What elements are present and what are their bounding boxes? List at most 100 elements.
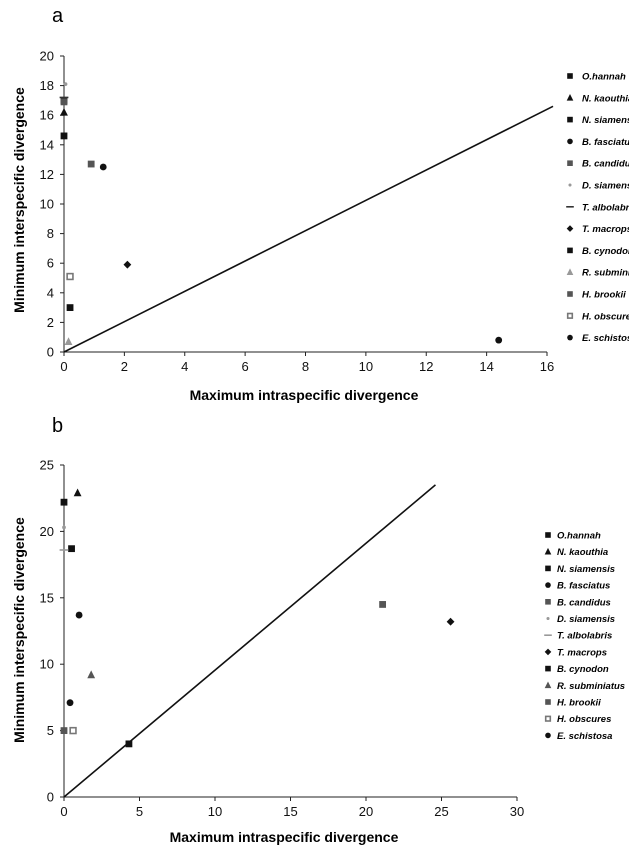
- y-tick-label: 15: [40, 590, 54, 605]
- y-tick-label: 2: [47, 315, 54, 330]
- legend-marker: [566, 206, 574, 208]
- legend-marker: [544, 648, 552, 656]
- y-tick-label: 12: [40, 167, 54, 182]
- legend-marker: [546, 616, 550, 621]
- legend-label: N. kaouthia: [582, 93, 629, 104]
- y-tick-label: 0: [47, 790, 54, 805]
- legend-marker: [545, 565, 551, 572]
- data-point-e-schistosa: [66, 699, 74, 707]
- legend-marker: [567, 247, 573, 254]
- data-point-r-subminiatus: [87, 670, 96, 679]
- legend-label: O.hannah: [582, 72, 626, 83]
- y-tick-label: 25: [40, 458, 54, 473]
- x-tick-label: 8: [302, 359, 309, 374]
- legend-marker: [566, 94, 574, 101]
- x-tick-label: 10: [208, 804, 222, 819]
- legend-marker: [567, 73, 573, 79]
- legend-label: D. siamensis: [557, 614, 615, 625]
- data-point-t-albolabris: [59, 549, 69, 551]
- x-tick-label: 5: [136, 804, 143, 819]
- y-tick-label: 16: [40, 108, 54, 123]
- legend-marker: [545, 699, 551, 705]
- x-tick-label: 6: [242, 359, 249, 374]
- data-point-h-obscures: [69, 726, 77, 735]
- data-point-d-siamensis: [62, 525, 66, 530]
- data-point-b-fasciatus: [99, 163, 107, 171]
- panel-label: b: [52, 415, 63, 437]
- legend-label: T. albolabris: [582, 202, 629, 213]
- legend-label: N. kaouthia: [557, 547, 608, 558]
- legend-marker: [545, 599, 551, 605]
- legend-label: B. fasciatus: [557, 581, 610, 592]
- legend-marker: [544, 634, 552, 636]
- legend-label: R. subminiatus: [557, 681, 625, 692]
- data-point-d-siamensis: [63, 82, 68, 86]
- legend-label: H. obscures: [557, 714, 611, 725]
- x-tick-label: 25: [434, 804, 448, 819]
- legend-marker: [567, 160, 573, 166]
- data-point-n-kaouthia: [73, 488, 82, 497]
- data-point-t-albolabris: [59, 96, 69, 99]
- x-tick-label: 0: [60, 359, 67, 374]
- y-tick-label: 4: [47, 285, 54, 300]
- reference-line: [63, 105, 554, 353]
- data-point-b-fasciatus: [75, 611, 83, 619]
- legend-label: T. albolabris: [557, 631, 612, 642]
- x-tick-label: 30: [510, 804, 524, 819]
- legend-marker: [545, 532, 551, 538]
- x-tick-label: 16: [540, 359, 554, 374]
- legend-label: B. cynodon: [582, 246, 629, 257]
- legend: O.hannah N. kaouthia N. siamensis B. fascia…: [566, 72, 629, 344]
- legend-label: H. brookii: [582, 290, 626, 301]
- legend-label: E. schistosa: [557, 731, 612, 742]
- data-point-t-macrops: [123, 260, 132, 269]
- y-tick-label: 10: [40, 657, 54, 672]
- data-point-n-siamensis: [68, 545, 75, 553]
- x-tick-label: 2: [121, 359, 128, 374]
- legend-label: T. macrops: [557, 647, 607, 658]
- legend-marker: [567, 334, 573, 341]
- y-axis-title: Minimum interspecific divergence: [11, 87, 27, 313]
- y-tick-label: 18: [40, 78, 54, 93]
- legend: O.hannah N. kaouthia N. siamensis B. fascia…: [544, 531, 625, 742]
- reference-line: [63, 484, 436, 798]
- legend-label: B. candidus: [582, 159, 629, 170]
- y-tick-label: 20: [40, 524, 54, 539]
- legend-marker: [544, 715, 552, 722]
- legend-marker: [566, 268, 574, 275]
- data-point-n-kaouthia: [60, 107, 68, 116]
- legend-label: D. siamensis: [582, 181, 629, 192]
- data-point-h-brookii: [60, 98, 68, 106]
- legend-label: O.hannah: [557, 531, 601, 542]
- legend-marker: [566, 225, 574, 232]
- legend-marker: [544, 681, 552, 689]
- y-axis-title: Minimum interspecific divergence: [11, 517, 27, 743]
- x-axis-title: Maximum intraspecific divergence: [190, 387, 419, 403]
- data-point-b-candidus: [87, 160, 95, 168]
- chart-panel-b: b 0 5 10 15 20 25 30 0 5 10 15 20 25 Maximum intraspec…: [11, 415, 625, 845]
- legend-label: N. siamensis: [557, 564, 615, 575]
- data-point-h-brookii: [60, 727, 68, 734]
- y-tick-label: 14: [40, 137, 54, 152]
- legend-label: B. fasciatus: [582, 137, 629, 148]
- y-tick-label: 10: [40, 197, 54, 212]
- data-point-e-schistosa: [495, 336, 503, 344]
- legend-label: H. obscures: [582, 311, 629, 322]
- x-tick-label: 10: [359, 359, 373, 374]
- chart-panel-a: a 0 2 4 6 8 10 12 14 16 0 2 4 6 8 10 12 14 16 18 20 Maximum i…: [11, 5, 629, 403]
- legend-label: R. subminiatus: [582, 268, 629, 279]
- legend-label: B. candidus: [557, 597, 611, 608]
- data-point-h-obscures: [66, 272, 74, 281]
- x-tick-label: 15: [283, 804, 297, 819]
- legend-marker: [566, 312, 574, 319]
- data-point-n-siamensis: [60, 132, 68, 140]
- y-tick-label: 6: [47, 256, 54, 271]
- legend-marker: [568, 183, 572, 187]
- legend-label: N. siamensis: [582, 115, 629, 126]
- data-point-b-candidus: [379, 601, 387, 608]
- x-tick-label: 4: [181, 359, 188, 374]
- data-point-r-subminiatus: [64, 337, 73, 346]
- data-point-o-hannah: [60, 498, 68, 506]
- legend-label: T. macrops: [582, 224, 629, 235]
